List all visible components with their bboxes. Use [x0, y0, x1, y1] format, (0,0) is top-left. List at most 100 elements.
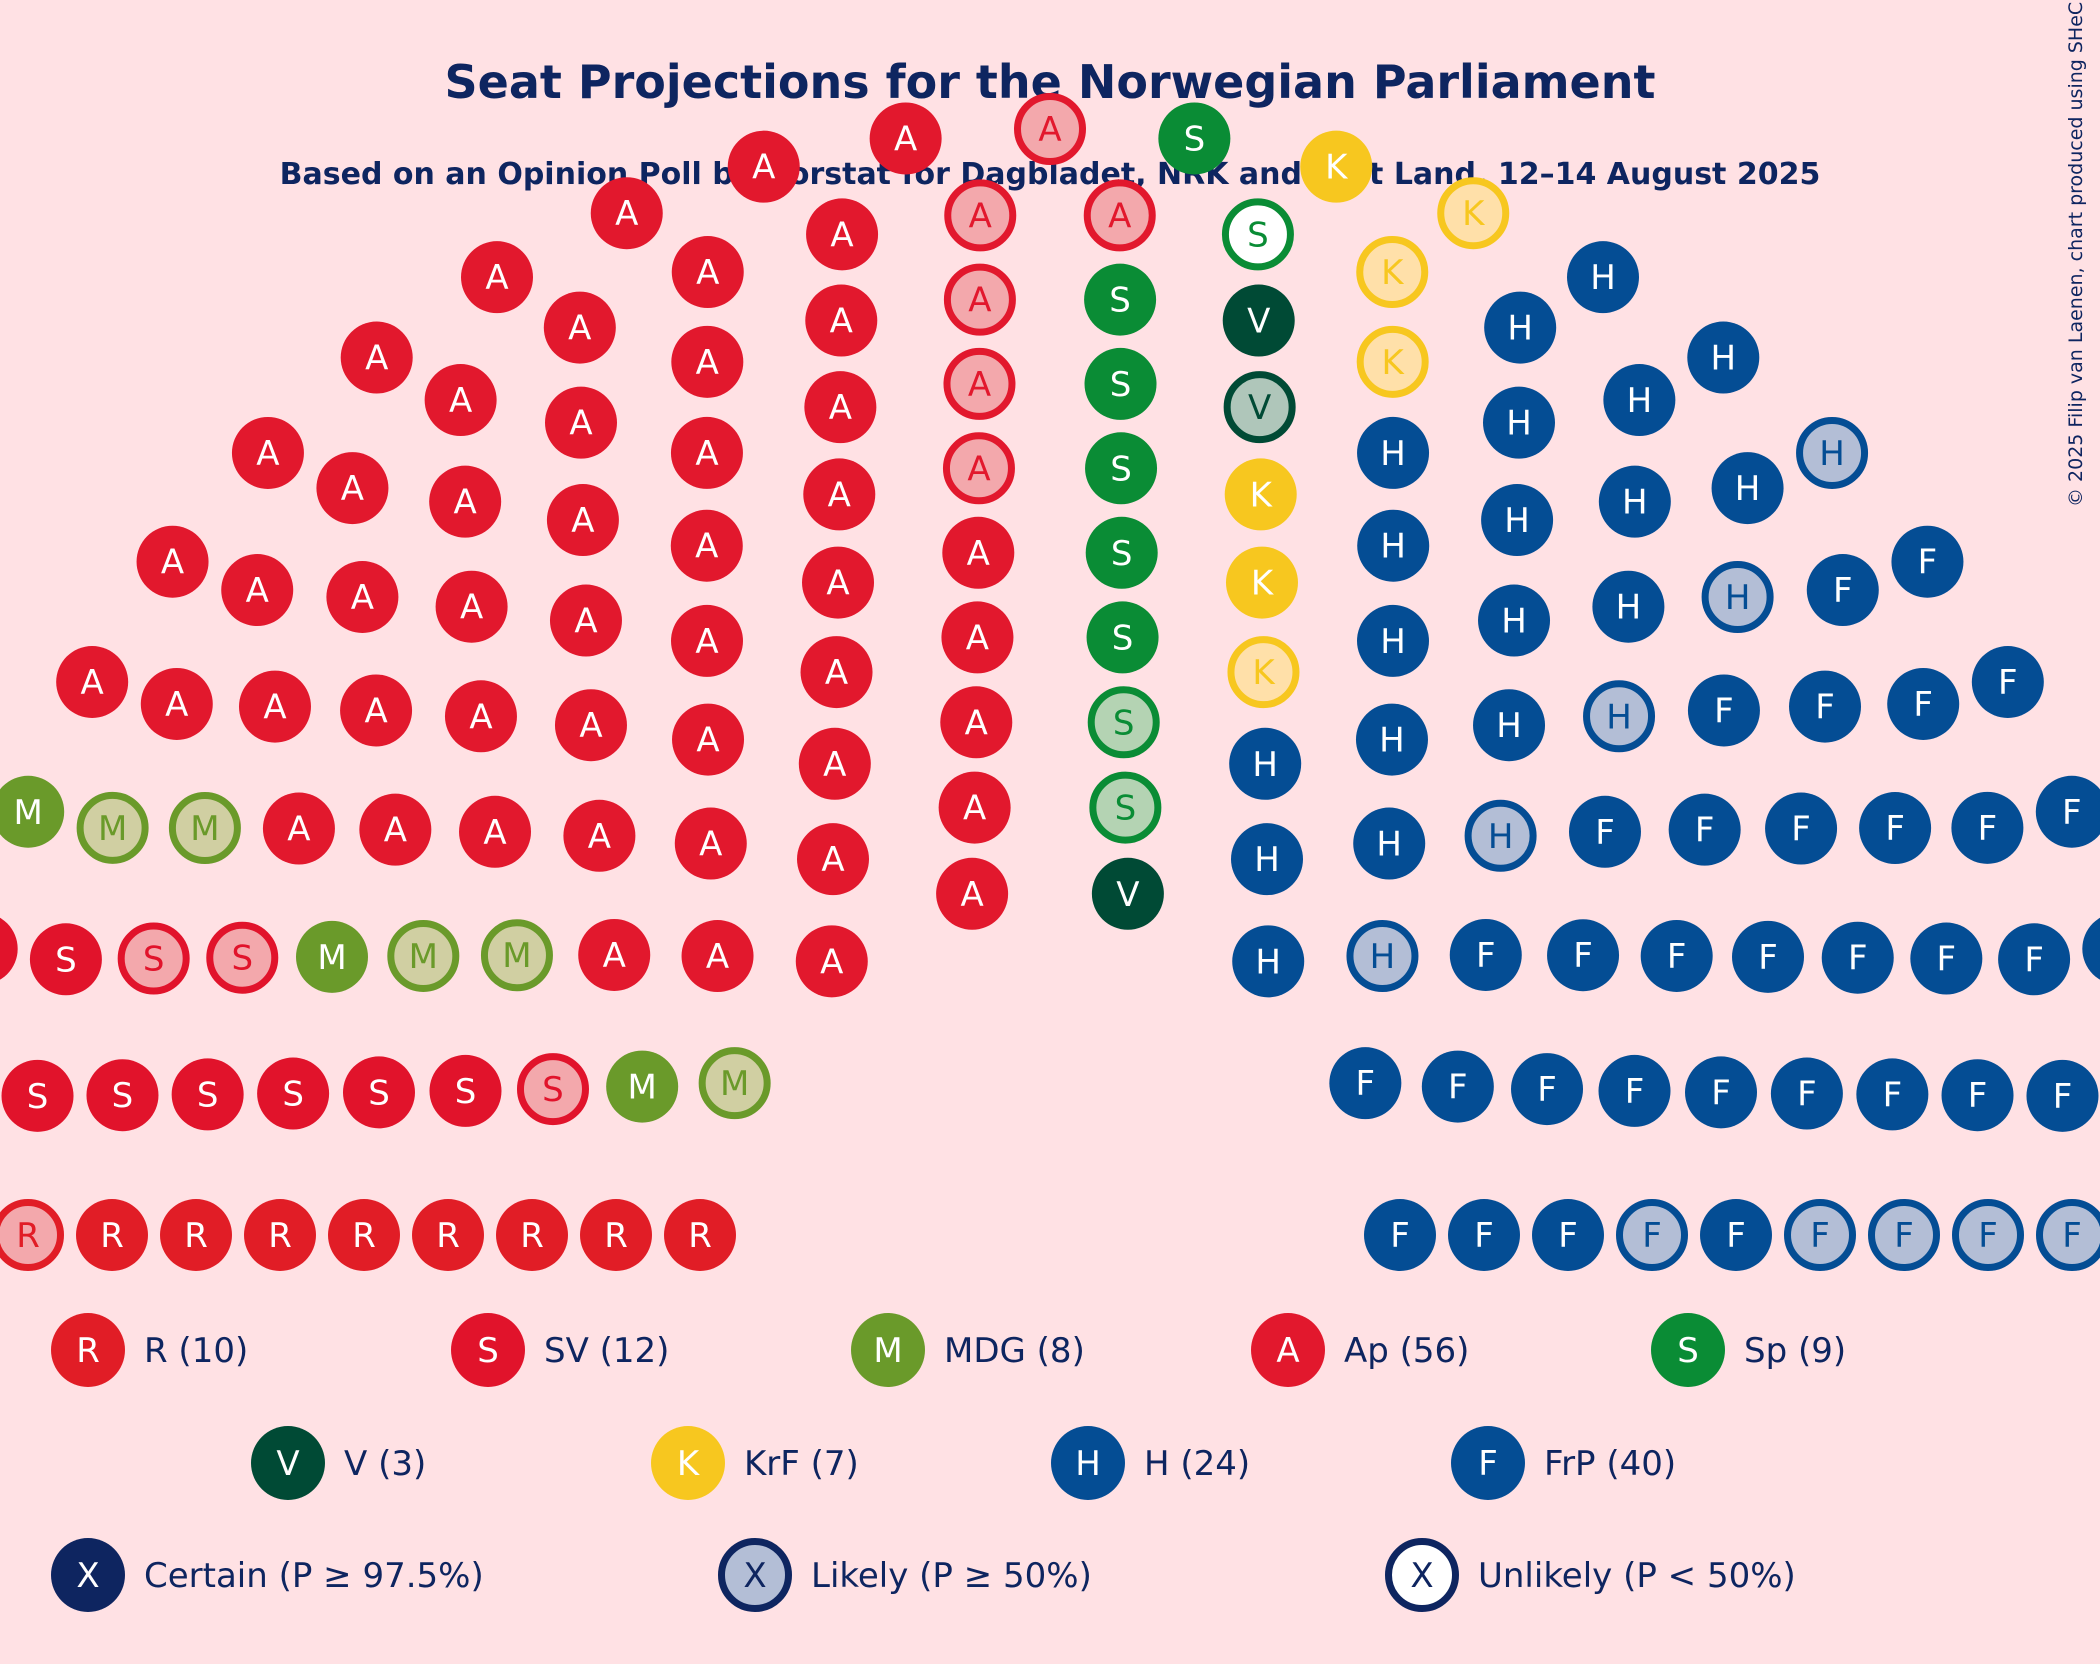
seat-h: H	[1353, 807, 1426, 880]
seat-letter: F	[1815, 688, 1835, 728]
legend-item-frp: F FrP (40)	[1451, 1426, 1676, 1500]
legend-swatch: A	[1251, 1313, 1325, 1387]
seat-letter: S	[112, 1076, 134, 1116]
seat-ap: A	[549, 584, 622, 657]
seat-letter: S	[1113, 703, 1135, 743]
seat-letter: H	[1252, 745, 1278, 785]
seat-circle	[681, 920, 754, 993]
seat-h: H	[1231, 823, 1303, 896]
seat-letter: S	[1247, 215, 1269, 255]
seat-ap: A	[674, 807, 747, 880]
seat-ap: A	[563, 799, 636, 872]
seat-hemicycle: RRRRRRRRRRSSSSSSSSSSSSMMMMMMMMAAAAAAAAAA…	[0, 93, 2100, 1271]
seat-letter: F	[2053, 1077, 2073, 1117]
seat-circle	[0, 775, 65, 848]
seat-ap: A	[804, 371, 877, 444]
legend-item-sv: S SV (12)	[451, 1313, 669, 1387]
seat-letter: A	[968, 365, 991, 405]
seat-letter: F	[1573, 936, 1593, 976]
seat-sp: S	[1084, 263, 1157, 336]
seat-ap: A	[943, 263, 1016, 336]
seat-letter: A	[341, 469, 364, 509]
seat-circle	[1868, 1199, 1940, 1271]
seat-circle	[244, 1199, 316, 1271]
seat-sp: S	[1158, 102, 1231, 175]
seat-circle	[1451, 1426, 1525, 1500]
seat-sp: S	[1084, 347, 1157, 420]
seat-circle	[1084, 347, 1157, 420]
seat-circle	[2036, 1199, 2100, 1271]
seat-circle	[805, 284, 878, 357]
seat-ap: A	[359, 793, 432, 866]
seat-circle	[938, 771, 1011, 844]
seat-circle	[435, 570, 508, 643]
seat-letter: F	[1390, 1216, 1410, 1256]
seat-circle	[806, 198, 879, 271]
seat-circle	[869, 102, 942, 175]
seat-ap: A	[800, 636, 873, 709]
seat-frp: F	[1598, 1054, 1671, 1127]
seat-circle	[117, 922, 190, 995]
seat-sp: S	[1087, 686, 1160, 759]
seat-krf: K	[1437, 177, 1510, 250]
seat-letter: M	[98, 809, 127, 849]
seat-ap: A	[238, 670, 311, 743]
seat-letter: R	[688, 1216, 712, 1256]
seat-h: H	[1484, 291, 1557, 364]
seat-r: R	[244, 1199, 316, 1271]
seat-h: H	[1229, 727, 1302, 800]
seat-letter: R	[520, 1216, 544, 1256]
seat-ap: A	[795, 925, 868, 998]
seat-ap: A	[797, 823, 869, 896]
seat-letter: A	[483, 813, 506, 853]
seat-circle	[1789, 670, 1862, 743]
seat-letter: R	[76, 1331, 100, 1371]
seat-letter: H	[1075, 1444, 1101, 1484]
seat-circle	[1357, 416, 1430, 489]
seat-v: V	[1222, 284, 1295, 357]
seat-circle	[316, 452, 389, 525]
seat-frp: F	[1887, 667, 1960, 740]
seat-letter: H	[1496, 706, 1522, 746]
seat-frp: F	[1640, 919, 1713, 992]
seat-h: H	[1701, 560, 1774, 633]
seat-circle	[936, 857, 1009, 930]
seat-circle	[1511, 1053, 1584, 1126]
legend-label: SV (12)	[544, 1331, 669, 1371]
seat-letter: H	[1501, 602, 1527, 642]
seat-letter: A	[752, 148, 775, 188]
seat-circle	[1685, 1056, 1758, 1129]
seat-ap: A	[444, 680, 517, 753]
seat-r: R	[76, 1199, 148, 1271]
seat-circle	[1484, 291, 1557, 364]
seat-circle	[1806, 554, 1879, 627]
seat-circle	[670, 509, 743, 582]
seat-circle	[429, 1054, 502, 1127]
seat-letter: A	[828, 475, 851, 515]
legend-label: MDG (8)	[944, 1331, 1085, 1371]
seat-letter: H	[1255, 942, 1281, 982]
seat-circle	[851, 1313, 925, 1387]
seat-letter: F	[1558, 1216, 1578, 1256]
seat-letter: A	[960, 875, 983, 915]
legend-label: Sp (9)	[1744, 1331, 1846, 1371]
seat-ap: A	[942, 432, 1015, 505]
seat-letter: M	[317, 938, 346, 978]
seat-letter: F	[1711, 1073, 1731, 1113]
seat-letter: A	[165, 685, 188, 725]
seat-sv: S	[257, 1057, 330, 1130]
seat-letter: M	[502, 936, 531, 976]
seat-circle	[0, 1199, 64, 1271]
seat-frp: F	[1616, 1199, 1688, 1271]
seat-letter: H	[1488, 817, 1514, 857]
seat-circle	[1223, 371, 1296, 444]
seat-ap: A	[56, 646, 129, 718]
seat-sp: S	[1085, 432, 1158, 505]
seat-letter: F	[1476, 936, 1496, 976]
seat-ap: A	[869, 102, 942, 175]
seat-letter: A	[1038, 110, 1061, 150]
seat-circle	[1651, 1313, 1725, 1387]
seat-letter: A	[699, 825, 722, 865]
seat-h: H	[1711, 452, 1784, 525]
legend-swatch: H	[1051, 1426, 1125, 1500]
